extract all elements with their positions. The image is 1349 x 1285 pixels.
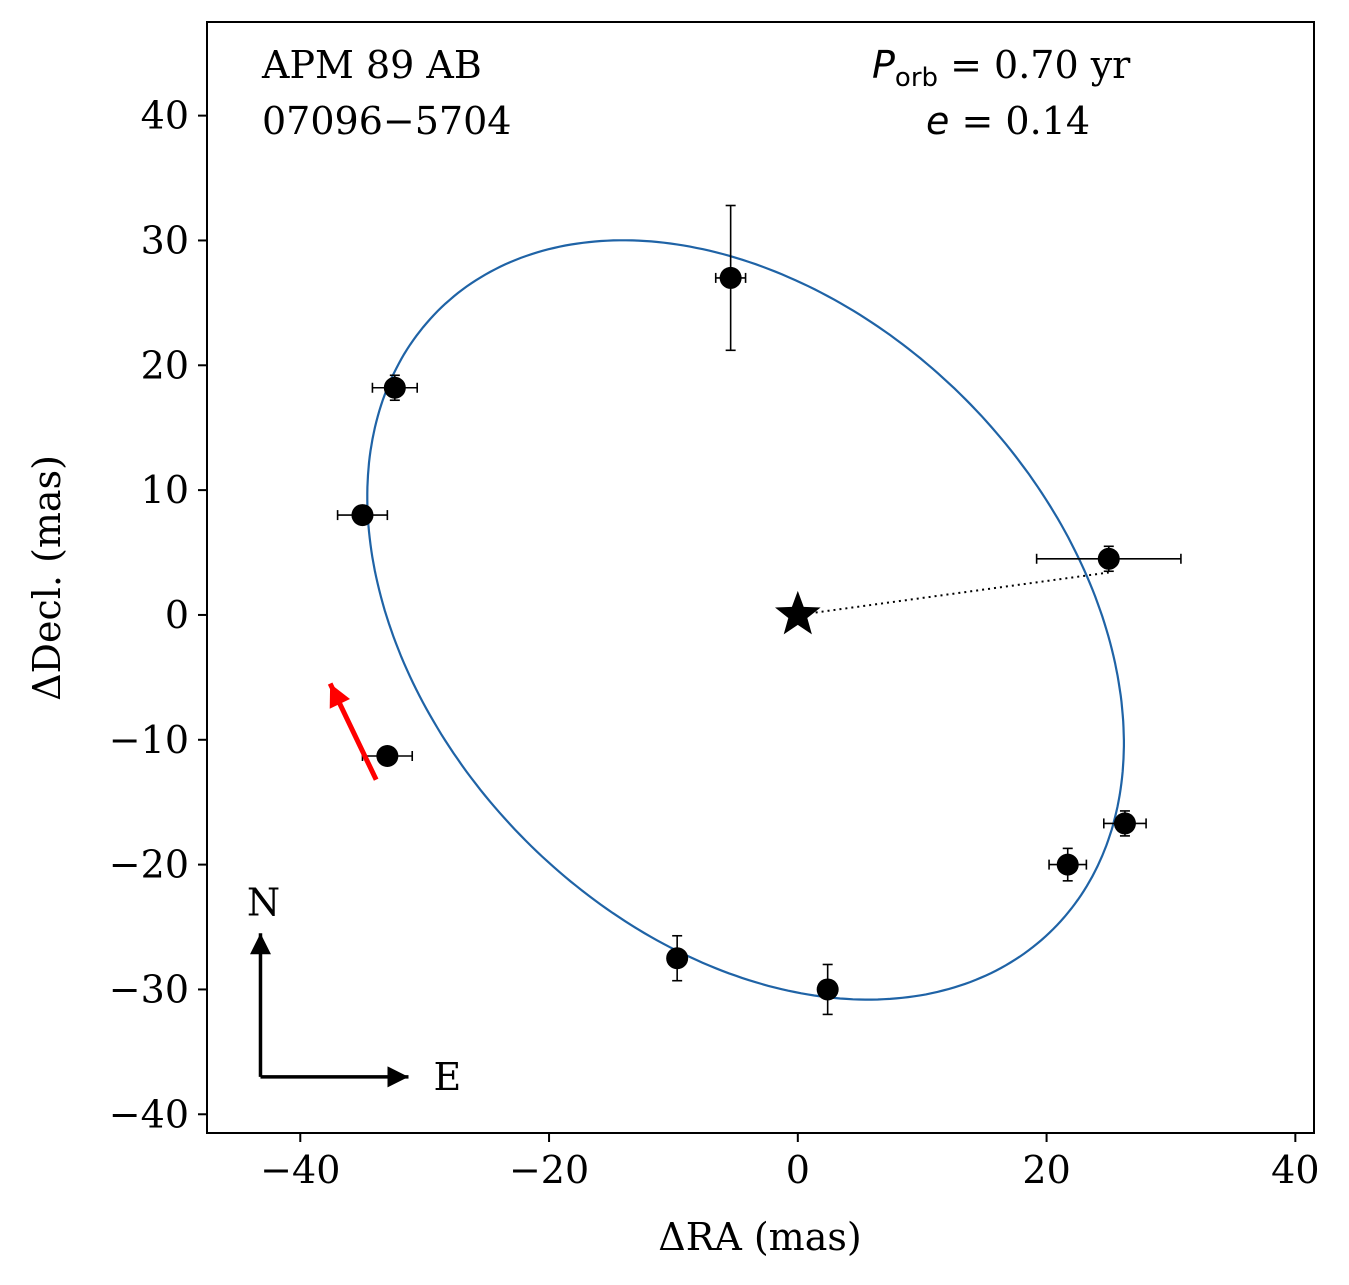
period-value: = 0.70 yr	[938, 43, 1131, 87]
axes-frame	[206, 21, 1315, 1134]
x-axis-label: ΔRA (mas)	[658, 1215, 861, 1259]
period-symbol: P	[872, 43, 895, 87]
system-coordinates: 07096−5704	[262, 99, 511, 143]
x-tick-label: 20	[1022, 1148, 1070, 1192]
system-name: APM 89 AB	[261, 43, 482, 87]
data-point	[1113, 812, 1136, 835]
axis-ticks: −40 −20 0 20 40 −40 −30 −20 −10 0 10 20 30 40	[109, 94, 1320, 1192]
data-point	[1056, 853, 1079, 876]
data-point	[376, 745, 399, 768]
plot-area: NE	[247, 204, 1182, 1099]
data-point-group	[1035, 545, 1182, 573]
data-point	[351, 504, 374, 527]
y-tick-label: 10	[141, 468, 189, 512]
data-point-group	[666, 934, 689, 982]
data-point	[1097, 547, 1120, 570]
orbit-ellipse	[366, 239, 1125, 1001]
period-annotation: Porb = 0.70 yr	[872, 43, 1131, 93]
y-tick-label: 0	[165, 593, 189, 637]
y-tick-label: 20	[141, 343, 189, 387]
data-point	[719, 266, 742, 289]
x-tick-label: 0	[786, 1148, 810, 1192]
compass-east-label: E	[433, 1055, 461, 1099]
data-point-group	[371, 374, 419, 402]
y-tick-label: −10	[109, 718, 189, 762]
primary-star-marker	[775, 590, 821, 635]
y-tick-label: −20	[109, 843, 189, 887]
data-point-group	[816, 963, 839, 1016]
data-point-group	[1048, 847, 1088, 882]
x-tick-label: 40	[1271, 1148, 1319, 1192]
y-axis-label: ΔDecl. (mas)	[25, 455, 69, 701]
x-tick-label: −20	[509, 1148, 589, 1192]
x-tick-label: −40	[260, 1148, 340, 1192]
periastron-line	[797, 571, 1109, 616]
data-point-group	[336, 504, 389, 527]
data-point	[816, 978, 839, 1001]
data-point	[666, 947, 689, 970]
data-point-group	[1102, 810, 1147, 837]
eccentricity-symbol: e	[926, 99, 949, 143]
y-tick-label: 30	[141, 218, 189, 262]
period-subscript: orb	[895, 63, 938, 93]
data-point-group	[714, 204, 747, 352]
y-tick-label: −40	[109, 1092, 189, 1136]
motion-direction-arrow	[327, 682, 379, 781]
compass-north-label: N	[247, 880, 280, 924]
eccentricity-annotation: e = 0.14	[926, 99, 1090, 143]
data-point	[383, 376, 406, 399]
eccentricity-value: = 0.14	[949, 99, 1090, 143]
y-tick-label: 40	[141, 94, 189, 138]
y-tick-label: −30	[109, 967, 189, 1011]
